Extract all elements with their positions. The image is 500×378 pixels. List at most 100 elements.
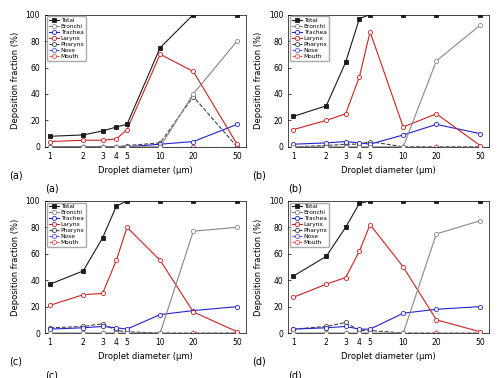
Nose	[367, 144, 373, 149]
Bronchi	[190, 229, 196, 234]
Line: Trachea: Trachea	[291, 305, 482, 331]
Nose	[290, 144, 296, 149]
Mouth	[114, 331, 119, 335]
Line: Larynx: Larynx	[291, 30, 482, 148]
Mouth	[124, 331, 130, 335]
Larynx	[477, 330, 483, 334]
Legend: Total, Bronchi, Trachea, Larynx, Pharynx, Nose, Mouth: Total, Bronchi, Trachea, Larynx, Pharynx…	[290, 16, 330, 61]
Bronchi	[47, 331, 53, 335]
Line: Trachea: Trachea	[48, 305, 239, 331]
Pharynx	[124, 143, 130, 148]
Trachea	[324, 325, 330, 330]
Nose	[47, 144, 53, 149]
Trachea	[477, 132, 483, 136]
Bronchi	[47, 144, 53, 149]
Trachea	[400, 311, 406, 316]
Mouth	[477, 331, 483, 335]
Mouth	[290, 331, 296, 335]
Text: (b): (b)	[288, 184, 302, 194]
Trachea	[114, 325, 119, 330]
Y-axis label: Deposition fraction (%): Deposition fraction (%)	[254, 32, 263, 129]
Larynx	[157, 258, 163, 263]
Mouth	[124, 144, 130, 149]
Trachea	[157, 312, 163, 317]
Mouth	[367, 331, 373, 335]
Mouth	[80, 144, 86, 149]
Nose	[80, 144, 86, 149]
Pharynx	[477, 144, 483, 149]
Legend: Total, Bronchi, Trachea, Larynx, Pharynx, Nose, Mouth: Total, Bronchi, Trachea, Larynx, Pharynx…	[290, 203, 330, 247]
Nose	[100, 144, 105, 149]
Bronchi	[356, 331, 362, 335]
Trachea	[124, 327, 130, 332]
Nose	[80, 331, 86, 335]
Line: Bronchi: Bronchi	[48, 225, 239, 335]
X-axis label: Droplet diameter (μm): Droplet diameter (μm)	[341, 353, 436, 361]
Nose	[356, 144, 362, 149]
Line: Larynx: Larynx	[291, 223, 482, 334]
Mouth	[434, 331, 440, 335]
Bronchi	[114, 144, 119, 149]
Line: Total: Total	[291, 199, 482, 278]
Total	[114, 204, 119, 208]
Larynx	[157, 52, 163, 57]
Line: Nose: Nose	[291, 145, 482, 149]
Pharynx	[234, 331, 240, 335]
Pharynx	[47, 144, 53, 149]
Nose	[124, 331, 130, 335]
Pharynx	[234, 144, 240, 149]
Bronchi	[342, 331, 348, 335]
Bronchi	[80, 331, 86, 335]
Mouth	[356, 331, 362, 335]
Nose	[190, 331, 196, 335]
Nose	[157, 144, 163, 149]
Larynx	[400, 265, 406, 269]
Larynx	[342, 112, 348, 116]
Nose	[100, 331, 105, 335]
Pharynx	[190, 94, 196, 99]
Mouth	[400, 331, 406, 335]
Larynx	[190, 69, 196, 74]
Trachea	[100, 324, 105, 329]
Total	[157, 198, 163, 203]
Trachea	[190, 139, 196, 144]
Mouth	[324, 144, 330, 149]
Pharynx	[400, 144, 406, 149]
Pharynx	[367, 328, 373, 333]
Bronchi	[367, 144, 373, 149]
Pharynx	[290, 144, 296, 149]
Pharynx	[367, 139, 373, 144]
Pharynx	[190, 331, 196, 335]
Larynx	[114, 137, 119, 141]
Total	[342, 225, 348, 229]
Line: Mouth: Mouth	[48, 331, 239, 335]
Bronchi	[124, 331, 130, 335]
Trachea	[190, 308, 196, 313]
Larynx	[356, 249, 362, 253]
Bronchi	[157, 331, 163, 335]
Nose	[234, 331, 240, 335]
Mouth	[324, 331, 330, 335]
Total	[477, 12, 483, 17]
Total	[234, 12, 240, 17]
Nose	[342, 331, 348, 335]
Trachea	[434, 122, 440, 127]
Pharynx	[114, 328, 119, 333]
Line: Nose: Nose	[48, 331, 239, 335]
Nose	[400, 331, 406, 335]
Line: Bronchi: Bronchi	[291, 218, 482, 335]
Larynx	[477, 143, 483, 148]
Line: Mouth: Mouth	[48, 145, 239, 149]
Bronchi	[157, 144, 163, 149]
Larynx	[47, 139, 53, 144]
Line: Pharynx: Pharynx	[48, 322, 239, 335]
Legend: Total, Bronchi, Trachea, Larynx, Pharynx, Nose, Mouth: Total, Bronchi, Trachea, Larynx, Pharynx…	[47, 203, 86, 247]
Line: Pharynx: Pharynx	[291, 321, 482, 335]
Total	[234, 198, 240, 203]
Line: Pharynx: Pharynx	[48, 94, 239, 149]
Total	[114, 125, 119, 129]
Trachea	[157, 142, 163, 147]
Mouth	[80, 331, 86, 335]
Trachea	[124, 144, 130, 149]
Larynx	[434, 112, 440, 116]
